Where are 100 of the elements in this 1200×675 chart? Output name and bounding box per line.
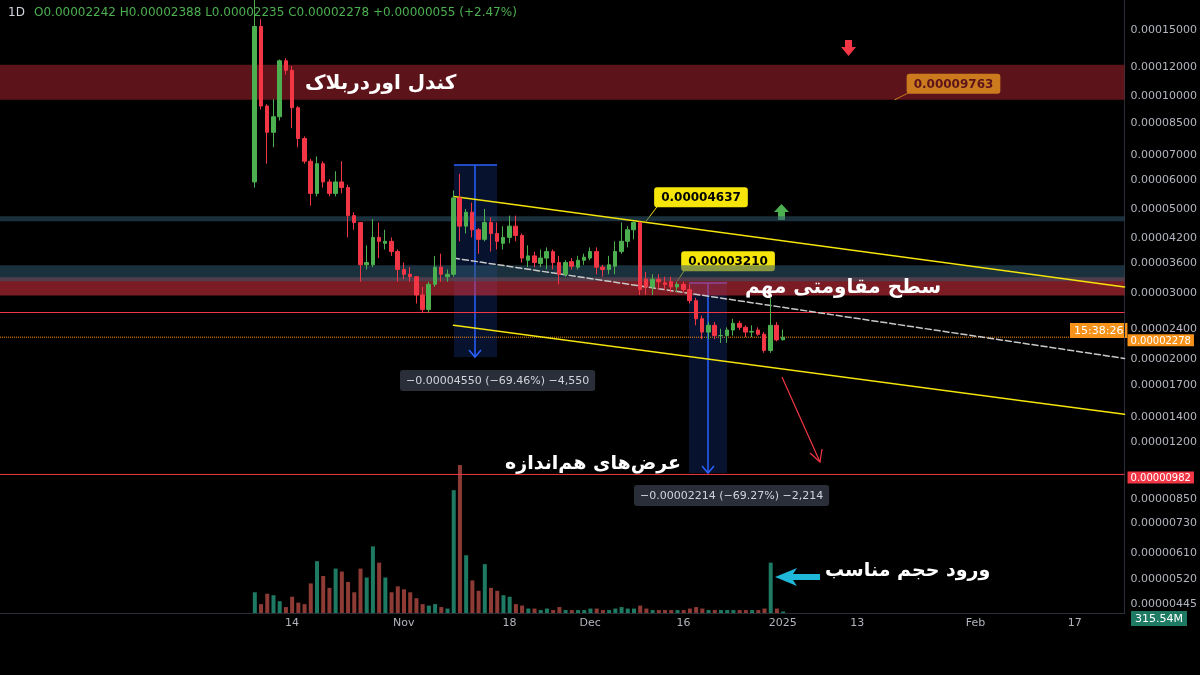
candlestick <box>358 222 363 283</box>
y-tick-label: 0.00004200 <box>1130 230 1197 244</box>
bar <box>277 601 282 613</box>
candlestick <box>650 273 655 296</box>
y-tick-label: 0.00006000 <box>1130 172 1197 186</box>
candlestick <box>321 160 325 189</box>
candlestick <box>284 57 288 76</box>
bar <box>551 610 556 613</box>
x-tick-label: Dec <box>579 616 601 629</box>
y-tick-label: 0.00000520 <box>1130 571 1197 585</box>
candlestick <box>731 318 735 337</box>
candlestick <box>526 244 530 268</box>
candlestick <box>576 255 580 270</box>
bar <box>377 562 382 613</box>
bar <box>395 586 400 613</box>
bar <box>638 605 643 613</box>
candlestick <box>756 326 760 337</box>
bar <box>756 610 761 613</box>
bar <box>669 610 674 613</box>
bar <box>482 564 487 613</box>
y-tick-label: 0.00008500 <box>1130 115 1197 129</box>
candlestick <box>532 251 537 268</box>
candlestick <box>501 225 505 250</box>
bar <box>476 590 481 613</box>
bar <box>333 568 338 613</box>
candlestick <box>364 244 369 270</box>
candlestick <box>706 321 711 340</box>
y-tick-label: 0.00003600 <box>1130 256 1197 270</box>
bar <box>768 562 773 613</box>
annotation: 0.00004637 <box>661 190 741 205</box>
y-tick-label: 0.00010000 <box>1130 89 1197 103</box>
bar <box>520 605 525 613</box>
candlestick <box>339 160 344 194</box>
candlestick <box>613 240 617 275</box>
bar <box>718 610 723 613</box>
y-tick-label: 0.00012000 <box>1130 59 1197 73</box>
band-label: سطح مقاومتی مهم <box>745 274 942 299</box>
candlestick <box>377 222 381 259</box>
bar <box>426 605 431 613</box>
bar <box>346 581 351 613</box>
annotation: ورود حجم مناسب <box>825 558 991 581</box>
bar <box>420 604 425 613</box>
y-tick-label: 0.00003000 <box>1130 285 1197 299</box>
bar <box>563 610 568 613</box>
bar <box>358 568 363 613</box>
annotation: عرض‌های هم‌اندازه <box>505 451 682 474</box>
bar <box>513 604 518 613</box>
ref-line-label: 0.00000982 <box>1130 471 1191 483</box>
candlestick <box>426 281 431 314</box>
bar <box>339 571 344 613</box>
bar <box>507 596 512 613</box>
band-label: کندل اوردربلاک <box>305 70 457 95</box>
candlestick <box>520 233 524 264</box>
y-tick-label: 0.00001700 <box>1130 378 1197 392</box>
candlestick <box>457 173 462 242</box>
bar <box>451 490 456 613</box>
bar <box>489 587 494 613</box>
candlestick <box>675 281 679 293</box>
candlestick <box>781 329 785 341</box>
annotation: 15:38:26 <box>1074 324 1124 337</box>
candlestick <box>296 105 300 148</box>
candlestick <box>582 253 586 266</box>
bar <box>252 592 257 613</box>
ref-line-label: 0.00002278 <box>1130 334 1191 346</box>
candlestick <box>439 253 443 283</box>
candlestick <box>774 321 779 342</box>
bar <box>283 607 288 613</box>
candlestick <box>669 276 673 293</box>
candlestick <box>607 255 611 275</box>
candlestick <box>333 170 338 197</box>
bar <box>706 610 711 613</box>
bar <box>607 610 612 613</box>
bar <box>364 577 369 613</box>
candlestick <box>433 255 437 288</box>
y-tick-label: 0.00002000 <box>1130 351 1197 365</box>
candlestick <box>638 220 642 296</box>
y-tick-label: 0.00000445 <box>1130 597 1197 611</box>
y-tick-label: 0.00000730 <box>1130 516 1197 530</box>
bar <box>352 592 357 613</box>
bar <box>470 580 475 613</box>
y-tick-label: 0.00002400 <box>1130 322 1197 336</box>
y-tick-label: 0.00000610 <box>1130 545 1197 559</box>
candlestick <box>482 208 487 242</box>
annotation: 0.00009763 <box>913 76 994 91</box>
candlestick <box>476 227 481 255</box>
y-tick-label: 0.00000850 <box>1130 491 1197 505</box>
candlestick <box>259 18 263 110</box>
bar <box>327 587 332 613</box>
candlestick <box>371 218 375 268</box>
bar <box>290 596 295 613</box>
candlestick <box>402 262 406 280</box>
x-tick-label: Feb <box>965 616 986 629</box>
bar <box>663 610 668 613</box>
candlestick <box>557 255 561 285</box>
x-tick-label: 17 <box>1067 616 1082 629</box>
text: 315.54M <box>1135 612 1183 625</box>
annotation: −0.00002214 (−69.27%) −2,214 <box>640 489 824 502</box>
bar <box>712 610 717 613</box>
bar <box>308 583 313 613</box>
bar <box>538 610 543 613</box>
